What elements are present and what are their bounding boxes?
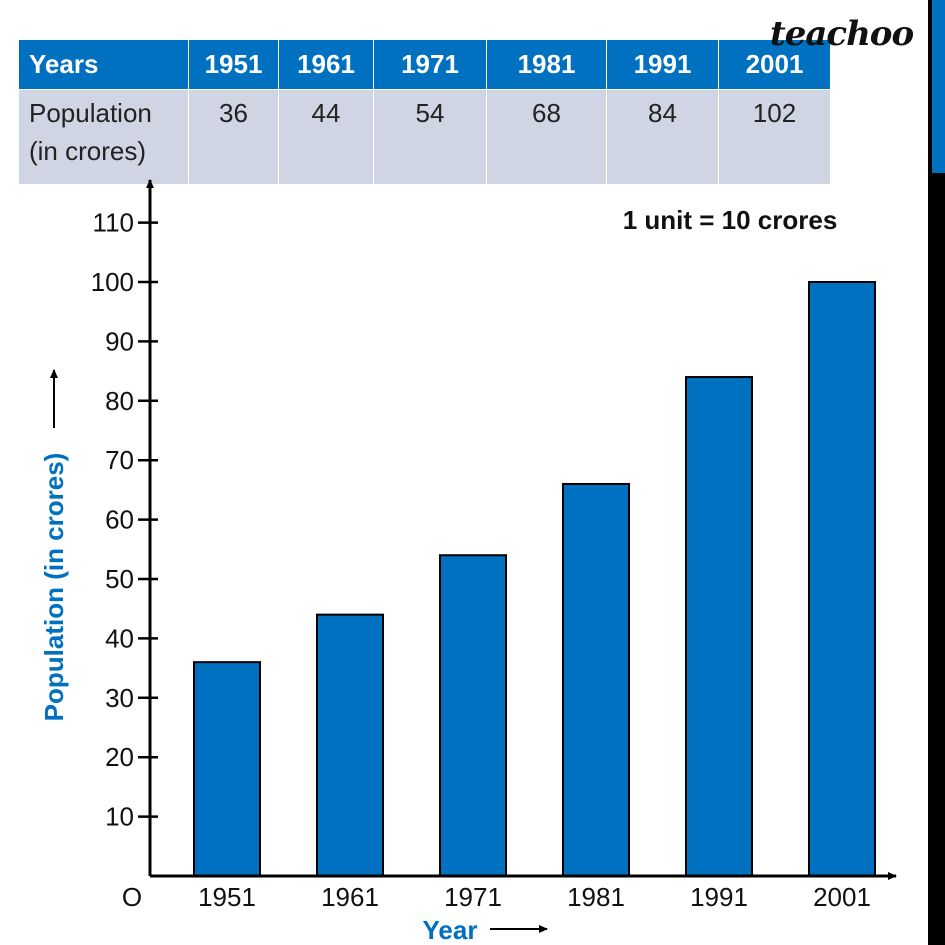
origin-label: O bbox=[122, 882, 142, 912]
table-value-cell: 54 bbox=[373, 89, 487, 185]
bar-1991 bbox=[685, 376, 753, 877]
table-value-cell: 84 bbox=[606, 89, 719, 185]
table-year-cell: 1961 bbox=[278, 39, 374, 90]
x-tick-label: 1971 bbox=[444, 882, 502, 912]
bar-1951 bbox=[193, 661, 261, 877]
right-edge-band bbox=[928, 0, 945, 945]
bars-layer bbox=[193, 281, 876, 877]
bar-1981 bbox=[562, 482, 630, 877]
y-tick-label: 80 bbox=[105, 386, 134, 416]
scale-annotation: 1 unit = 10 crores bbox=[623, 205, 838, 235]
y-tick-label: 70 bbox=[105, 445, 134, 475]
y-tick-label: 10 bbox=[105, 802, 134, 832]
table-year-cell: 1981 bbox=[486, 39, 607, 90]
x-tick-labels: 1951 1961 1971 1981 1991 2001 bbox=[198, 882, 871, 912]
table-header-row: Years 1951 1961 1971 1981 1991 2001 bbox=[18, 39, 831, 90]
bar-1971 bbox=[439, 554, 507, 877]
table-row-header: Years bbox=[18, 39, 189, 90]
table-value-cell: 36 bbox=[188, 89, 279, 185]
y-tick-label: 50 bbox=[105, 564, 134, 594]
bar-2001 bbox=[808, 281, 876, 877]
x-tick-label: 1951 bbox=[198, 882, 256, 912]
y-tick-label: 40 bbox=[105, 623, 134, 653]
x-axis-title: Year bbox=[423, 915, 478, 945]
y-axis-title: Population (in crores) bbox=[39, 453, 69, 722]
y-tick-label: 90 bbox=[105, 326, 134, 356]
table-value-cell: 102 bbox=[718, 89, 831, 185]
table-year-cell: 1991 bbox=[606, 39, 719, 90]
x-tick-label: 1981 bbox=[567, 882, 625, 912]
x-tick-label: 1991 bbox=[690, 882, 748, 912]
y-tick-label: 110 bbox=[93, 208, 134, 238]
table-value-header-line2: (in crores) bbox=[29, 136, 147, 166]
table-value-header: Population (in crores) bbox=[18, 89, 189, 185]
right-edge-accent bbox=[932, 0, 945, 173]
x-tick-label: 1961 bbox=[321, 882, 379, 912]
y-tick-label: 20 bbox=[105, 742, 134, 772]
y-tick-label: 100 bbox=[91, 267, 134, 297]
data-table: Years 1951 1961 1971 1981 1991 2001 Popu… bbox=[18, 39, 831, 185]
y-tick-label: 60 bbox=[105, 505, 134, 535]
bar-1961 bbox=[316, 613, 384, 877]
table-value-row: Population (in crores) 36 44 54 68 84 102 bbox=[18, 89, 831, 185]
x-tick-label: 2001 bbox=[813, 882, 871, 912]
y-tick-label: 30 bbox=[105, 683, 134, 713]
table-year-cell: 2001 bbox=[718, 39, 831, 90]
table-value-cell: 44 bbox=[278, 89, 374, 185]
y-ticks: 10 20 30 40 50 60 70 80 90 100 110 bbox=[91, 208, 158, 832]
teachoo-logo: teachoo bbox=[770, 14, 914, 54]
table-value-header-line1: Population bbox=[29, 98, 152, 128]
